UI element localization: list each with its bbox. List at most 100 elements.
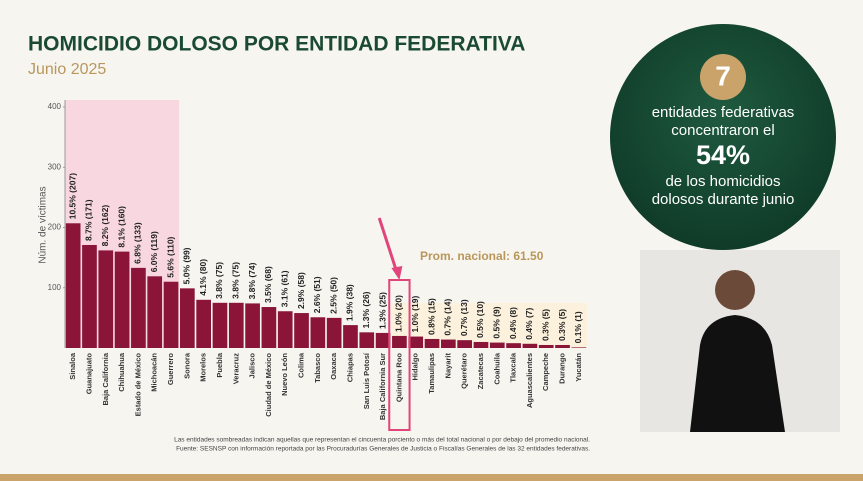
highlight-arrow — [377, 217, 399, 275]
footnote: Las entidades sombreadas indican aquella… — [174, 437, 590, 444]
x-tick-label: Guerrero — [166, 353, 175, 386]
value-label: 3.8% (75) — [231, 262, 241, 299]
bar — [163, 281, 179, 348]
x-tick-label: Veracruz — [231, 353, 240, 385]
x-tick-label: Nuevo León — [280, 353, 289, 396]
x-tick-label: Chihuahua — [117, 352, 126, 392]
value-label: 1.3% (25) — [377, 292, 387, 329]
value-label: 4.1% (80) — [198, 259, 208, 296]
value-label: 0.8% (15) — [426, 298, 436, 335]
value-label: 3.1% (61) — [279, 270, 289, 307]
value-label: 8.2% (162) — [100, 205, 110, 247]
x-tick-label: Durango — [558, 353, 567, 384]
bar — [261, 307, 277, 348]
x-tick-label: Ciudad de México — [264, 353, 273, 417]
value-label: 0.3% (5) — [557, 309, 567, 341]
bar — [147, 276, 163, 348]
x-tick-label: Tamaulipas — [427, 353, 436, 394]
bar — [326, 317, 342, 348]
value-label: 3.8% (74) — [247, 262, 257, 299]
value-label: 5.6% (110) — [165, 236, 175, 277]
value-label: 0.7% (13) — [459, 299, 469, 336]
x-tick-label: Baja California Sur — [378, 353, 387, 420]
value-label: 2.6% (51) — [312, 276, 322, 313]
value-label: 0.7% (14) — [443, 299, 453, 336]
bar — [392, 335, 407, 348]
x-tick-label: Quintana Roo — [394, 353, 403, 403]
below-average-shade — [391, 302, 587, 348]
value-label: 6.0% (119) — [149, 231, 159, 272]
number-badge — [700, 54, 746, 100]
card-percent: 54% — [696, 140, 750, 170]
card-text: de los homicidios — [665, 173, 780, 190]
bar — [538, 344, 554, 348]
interpreter-video — [640, 250, 840, 432]
value-label: 6.8% (133) — [133, 222, 143, 264]
x-tick-label: Jalisco — [248, 353, 257, 379]
x-tick-label: Campeche — [541, 353, 550, 391]
footnote: Fuente: SESNSP con información reportada… — [176, 446, 590, 453]
x-tick-label: Zacatecas — [476, 353, 485, 389]
bar — [277, 311, 293, 348]
x-tick-label: Baja California — [101, 352, 110, 405]
value-label: 1.3% (26) — [361, 291, 371, 328]
bar — [473, 341, 489, 348]
value-label: 0.3% (5) — [540, 309, 550, 341]
footer-band — [0, 474, 863, 481]
value-label: 5.0% (99) — [182, 247, 192, 284]
bar — [228, 302, 244, 348]
value-label: 10.5% (207) — [67, 173, 77, 219]
x-tick-label: Sonora — [182, 352, 191, 379]
bar — [343, 325, 358, 348]
bar — [131, 267, 146, 348]
bar — [506, 343, 521, 348]
value-label: 1.9% (38) — [345, 284, 355, 321]
bar — [294, 313, 309, 348]
x-tick-label: Oaxaca — [329, 352, 338, 380]
bar — [114, 251, 130, 348]
summary-card — [610, 24, 836, 250]
bar — [310, 317, 326, 348]
chart-subtitle: Junio 2025 — [28, 61, 106, 78]
x-tick-label: Michoacán — [150, 353, 159, 392]
bar — [180, 288, 195, 348]
value-label: 2.5% (50) — [328, 277, 338, 314]
y-tick-label: 200 — [48, 223, 62, 232]
value-label: 8.1% (160) — [116, 206, 126, 248]
y-tick-label: 400 — [48, 102, 62, 111]
bar — [65, 223, 81, 348]
card-text: concentraron el — [671, 122, 774, 139]
average-label: Prom. nacional: 61.50 — [420, 249, 544, 263]
value-label: 0.1% (1) — [573, 311, 583, 343]
bar — [424, 338, 440, 348]
card-text: entidades federativas — [652, 104, 795, 121]
y-axis-label: Núm. de víctimas — [38, 186, 49, 263]
value-label: 1.0% (19) — [410, 296, 420, 333]
bar — [245, 303, 260, 348]
x-tick-label: Estado de México — [133, 353, 142, 417]
card-number: 7 — [715, 60, 731, 91]
bar — [196, 299, 211, 348]
bar — [571, 347, 587, 348]
bar — [555, 344, 570, 348]
value-label: 0.4% (7) — [524, 307, 534, 339]
value-label: 3.8% (75) — [214, 262, 224, 299]
bar — [408, 336, 424, 348]
bar — [489, 342, 505, 348]
value-label: 2.9% (58) — [296, 272, 306, 309]
value-label: 8.7% (171) — [84, 199, 94, 241]
x-tick-label: Tabasco — [313, 353, 322, 383]
x-tick-label: San Luis Potosí — [362, 352, 371, 409]
x-tick-label: Hidalgo — [411, 353, 420, 381]
bar — [212, 302, 228, 348]
x-tick-label: Puebla — [215, 352, 224, 377]
value-label: 3.5% (68) — [263, 266, 273, 303]
x-tick-label: Nayarit — [443, 353, 452, 379]
x-tick-label: Coahuila — [492, 352, 501, 384]
y-tick-label: 300 — [48, 162, 62, 171]
bar — [375, 332, 391, 348]
bar — [441, 339, 456, 348]
bar — [82, 244, 97, 348]
y-tick-label: 100 — [48, 283, 62, 292]
